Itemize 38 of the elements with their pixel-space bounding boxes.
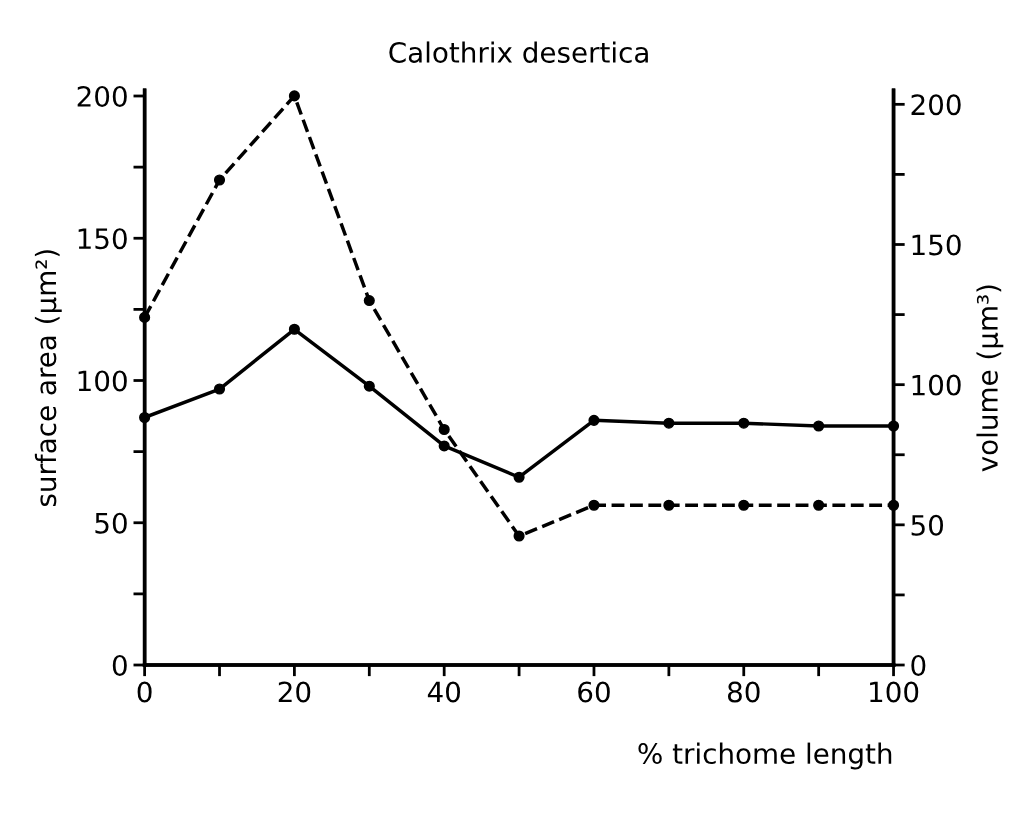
point <box>663 499 675 511</box>
y-axis-title: surface area (µm²) <box>34 250 62 507</box>
point <box>588 414 600 426</box>
y2-tick-label: 50 <box>911 514 944 536</box>
y-tick-label: 100 <box>78 370 127 392</box>
y2-tick-label: 200 <box>911 94 961 116</box>
x-tick-label: 100 <box>870 681 919 703</box>
point <box>288 323 300 335</box>
point <box>738 417 750 429</box>
point <box>813 420 825 432</box>
point <box>288 90 300 102</box>
point <box>513 530 525 542</box>
point <box>588 499 600 511</box>
x-axis-title: % trichome length <box>638 742 892 770</box>
y2-tick-label: 100 <box>912 374 961 396</box>
x-tick-label: 40 <box>427 681 461 703</box>
y-tick-label: 0 <box>112 654 127 676</box>
x-tick-label: 60 <box>578 681 610 703</box>
point <box>438 423 450 436</box>
x-tick-label: 0 <box>137 681 152 703</box>
point <box>213 174 226 186</box>
y2-axis-title: volume (µm³) <box>976 285 1004 472</box>
point <box>663 417 675 429</box>
chart-title: Calothrix desertica <box>389 41 648 63</box>
y-tick-label: 50 <box>95 512 127 534</box>
point <box>813 499 825 511</box>
point <box>363 380 375 392</box>
point <box>738 499 750 511</box>
y2-tick-label: 0 <box>911 654 926 676</box>
point <box>363 295 375 307</box>
point <box>438 440 450 452</box>
x-tick-label: 20 <box>278 681 311 703</box>
y-tick-label: 150 <box>78 228 127 250</box>
y-tick-label: 200 <box>77 85 127 107</box>
x-tick-label: 80 <box>727 681 760 703</box>
point <box>213 383 226 395</box>
y2-tick-label: 150 <box>912 234 961 256</box>
point <box>513 471 525 483</box>
